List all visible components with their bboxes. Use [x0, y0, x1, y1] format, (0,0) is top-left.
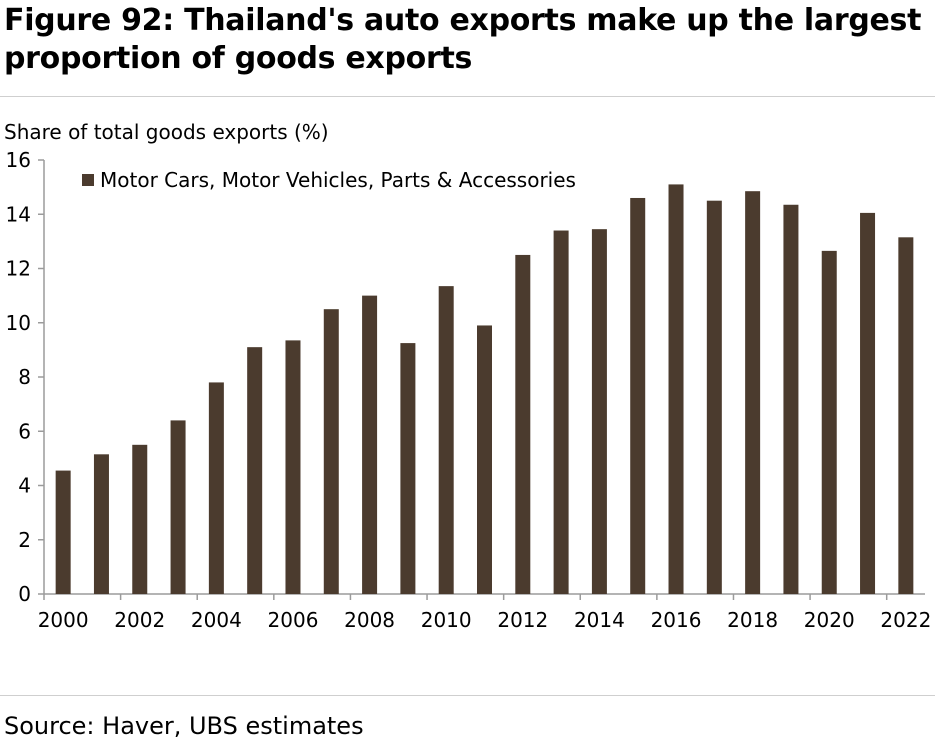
bar-chart: Share of total goods exports (%) 0 2 4 6 8 10…	[4, 120, 932, 632]
x-tick-label: 2004	[191, 608, 242, 632]
bottom-divider	[0, 695, 935, 696]
x-tick-label: 2006	[268, 608, 319, 632]
bar-2021	[860, 212, 876, 595]
legend-label: Motor Cars, Motor Vehicles, Parts & Acce…	[100, 168, 576, 192]
x-tick-label: 2022	[880, 608, 931, 632]
y-tick-label: 6	[18, 419, 31, 443]
bar-2015	[630, 197, 646, 594]
figure-title-line-1: Figure 92: Thailand's auto exports make …	[4, 3, 922, 38]
figure-title: Figure 92: Thailand's auto exports make …	[4, 2, 929, 78]
bar-2007	[323, 309, 339, 594]
x-tick-label: 2000	[38, 608, 89, 632]
y-tick-label: 0	[18, 582, 31, 606]
figure-title-line-2: proportion of goods exports	[4, 41, 473, 76]
bar-2001	[93, 454, 109, 594]
x-tick-label: 2014	[574, 608, 625, 632]
legend: Motor Cars, Motor Vehicles, Parts & Acce…	[82, 168, 576, 192]
bar-2016	[668, 184, 684, 594]
y-tick-label: 8	[18, 365, 31, 389]
bar-2018	[745, 191, 761, 594]
y-tick-label: 12	[6, 257, 31, 281]
bar-2006	[285, 340, 301, 594]
y-tick-label: 10	[6, 311, 31, 335]
plot-area: 0 2 4 6 8 10 12 14 16 2000 2002 2004 2006 2008 2010 201…	[6, 148, 932, 632]
bar-2009	[400, 343, 416, 594]
legend-swatch	[82, 174, 94, 186]
x-tick-label: 2012	[497, 608, 548, 632]
bar-2014	[591, 229, 607, 594]
bar-2017	[706, 200, 722, 594]
bar-2008	[362, 295, 378, 594]
bar-2002	[132, 444, 148, 594]
bar-2022	[898, 237, 914, 594]
bar-2005	[247, 347, 263, 594]
y-tick-label: 2	[18, 528, 31, 552]
x-tick-label: 2016	[651, 608, 702, 632]
y-tick-label: 14	[6, 202, 31, 226]
x-tick-label: 2018	[727, 608, 778, 632]
bar-2020	[821, 250, 837, 594]
bar-2011	[477, 325, 492, 594]
x-tick-label: 2010	[421, 608, 472, 632]
bar-2004	[208, 382, 224, 594]
bar-2013	[553, 230, 569, 594]
bar-2010	[438, 286, 454, 594]
bar-2012	[515, 254, 531, 594]
bar-2000	[55, 470, 71, 594]
x-tick-label: 2002	[114, 608, 165, 632]
source-note: Source: Haver, UBS estimates	[4, 712, 364, 740]
x-tick-label: 2008	[344, 608, 395, 632]
bar-2003	[170, 420, 186, 594]
y-tick-label: 16	[6, 148, 31, 172]
y-tick-label: 4	[18, 474, 31, 498]
top-divider	[0, 96, 935, 97]
y-axis-label: Share of total goods exports (%)	[4, 120, 329, 144]
bar-2019	[783, 204, 799, 594]
x-tick-label: 2020	[804, 608, 855, 632]
